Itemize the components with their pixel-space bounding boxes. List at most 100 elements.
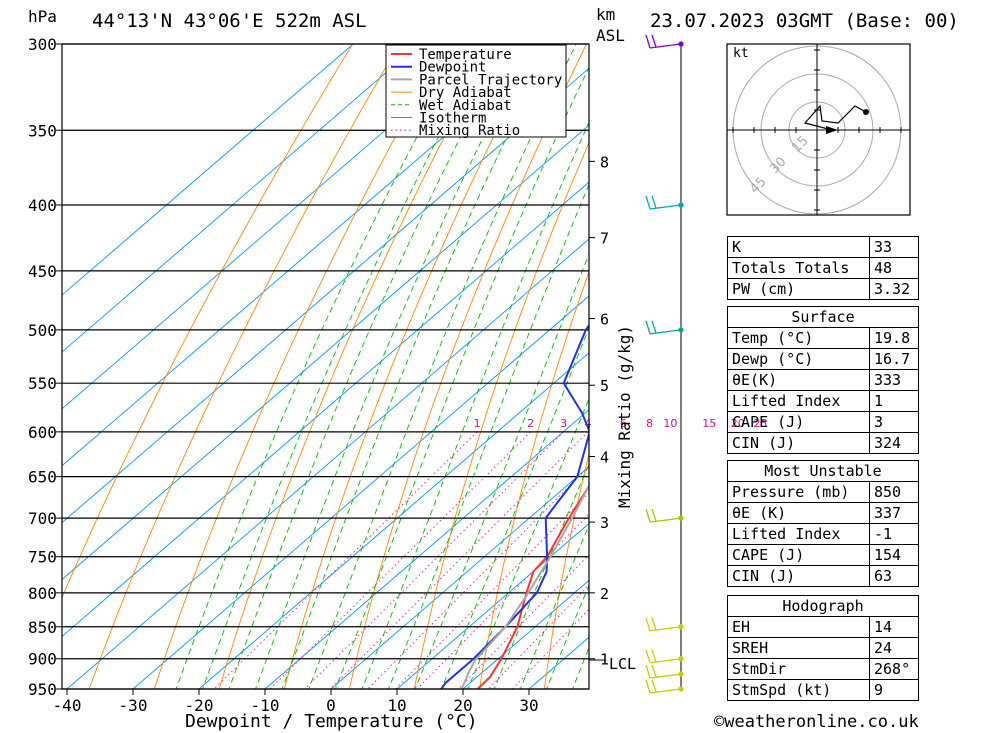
wind-barb-flag [645,617,651,631]
pressure-tick-label: 800 [28,584,57,603]
km-tick-label: 6 [600,311,609,329]
wet-adiabat-line [334,66,589,689]
table-header-row: Hodograph [727,595,919,617]
dry-adiabat-line [283,44,541,689]
table-label: Dewp (°C) [727,348,870,370]
mixing-ratio-line [304,431,564,689]
x-tick-label: -40 [53,696,82,715]
pressure-tick-label: 650 [28,468,57,487]
table-row: Totals Totals 48 [727,257,919,279]
table-row: PW (cm) 3.32 [727,278,919,300]
table-row: θE (K) 337 [727,502,919,524]
mixing-ratio-line [213,431,478,689]
wet-adiabat-line [388,183,589,689]
wind-barb-flag [651,320,657,334]
wind-barb [645,617,684,632]
wet-adiabat-line [546,584,589,689]
wind-barb [645,320,684,335]
table-value: 9 [869,679,919,701]
indices-table: K 33 Totals Totals 48 PW (cm) 3.32 [727,236,919,300]
pressure-gridlines [62,43,589,690]
isotherm-line [62,44,420,353]
x-tick-label: -30 [119,696,148,715]
wind-barb-dot [678,41,684,47]
most-unstable-table: Most Unstable Pressure (mb) 850 θE (K) 337 Li… [727,460,919,587]
dry-adiabat-line [62,44,353,599]
table-value: 16.7 [869,348,919,370]
wind-barb-flag [651,649,657,662]
table-value: 268° [869,658,919,680]
table-label: Totals Totals [727,257,870,279]
pressure-tick-label: 400 [28,196,57,215]
table-value: 154 [869,544,919,566]
table-value: 19.8 [869,327,919,349]
table-value: 48 [869,257,919,279]
table-value: 33 [869,236,919,258]
dry-adiabat-line [991,44,1000,692]
wind-barb-flag [651,679,657,693]
pressure-tick-label: 600 [28,423,57,442]
pressure-tick-label: 550 [28,374,57,393]
legend-label: Dewpoint [419,60,486,76]
wind-barb-shaft [649,673,682,679]
isotherm-line [462,579,589,689]
table-value: -1 [869,523,919,545]
table-label: EH [727,616,870,638]
dry-adiabat-line [413,141,589,689]
wind-barb-flag [651,34,657,48]
x-tick-label: 30 [519,696,538,715]
wind-barb-shaft [649,517,682,523]
wind-barb-shaft [649,626,682,632]
x-tick-label: -10 [251,696,280,715]
hodograph-table: Hodograph EH 14 SREH 24 StmDir 268° StmSpd (kt)… [727,595,919,701]
pressure-tick-label: 350 [28,121,57,140]
table-label: PW (cm) [727,278,870,300]
pressure-tick-label: 700 [28,509,57,528]
parcel-trajectory-line [460,483,589,689]
wind-barb-flag [645,664,651,679]
table-label: Lifted Index [727,390,870,412]
legend-label: Mixing Ratio [419,123,520,139]
wet-adiabat-line [414,252,589,689]
table-label: K [727,236,870,258]
mixing-ratio-label: 15 [702,417,716,430]
table-row: Pressure (mb) 850 [727,481,919,503]
table-label: StmDir [727,658,870,680]
wind-barb-shaft [649,43,682,49]
wind-barb-flag [651,617,657,630]
legend-label: Dry Adiabat [419,85,512,101]
wind-barb-flag [651,508,657,522]
legend-box [385,44,567,138]
storm-motion-arrow [826,126,838,134]
table-row: θE(K) 333 [727,369,919,391]
wind-barb-dot [678,327,684,333]
mixing-ratio-line [416,513,589,689]
wind-barb-dot [678,624,684,630]
km-tick-label: 3 [600,514,609,532]
isotherm-line [62,44,486,410]
wind-barb [645,508,684,523]
datetime-title: 23.07.2023 03GMT (Base: 00) [650,10,959,32]
dry-adiabat-line [153,44,447,689]
mixing-ratio-label: 4 [585,417,592,430]
background-lines [62,44,1000,692]
mixing-ratio-line [394,492,589,689]
wind-barb-dot [678,671,684,677]
profiles [440,323,589,689]
table-label: θE (K) [727,502,870,524]
credit: ©weatheronline.co.uk [714,712,919,732]
mixing-ratio-axis-title: Mixing Ratio (g/kg) [615,325,634,508]
table-value: 24 [869,637,919,659]
x-axis-title: Dewpoint / Temperature (°C) [185,711,478,732]
table-header-row: Most Unstable [727,460,919,482]
isotherm-line [264,409,589,689]
x-tick-label: 0 [326,696,336,715]
legend-label: Temperature [419,47,512,63]
table-row: Lifted Index 1 [727,390,919,412]
km-tick-label: 4 [600,448,609,466]
table-row: EH 14 [727,616,919,638]
table-value: 3.32 [869,278,919,300]
isotherm-line [198,352,589,689]
mixing-ratio-line [269,431,531,689]
